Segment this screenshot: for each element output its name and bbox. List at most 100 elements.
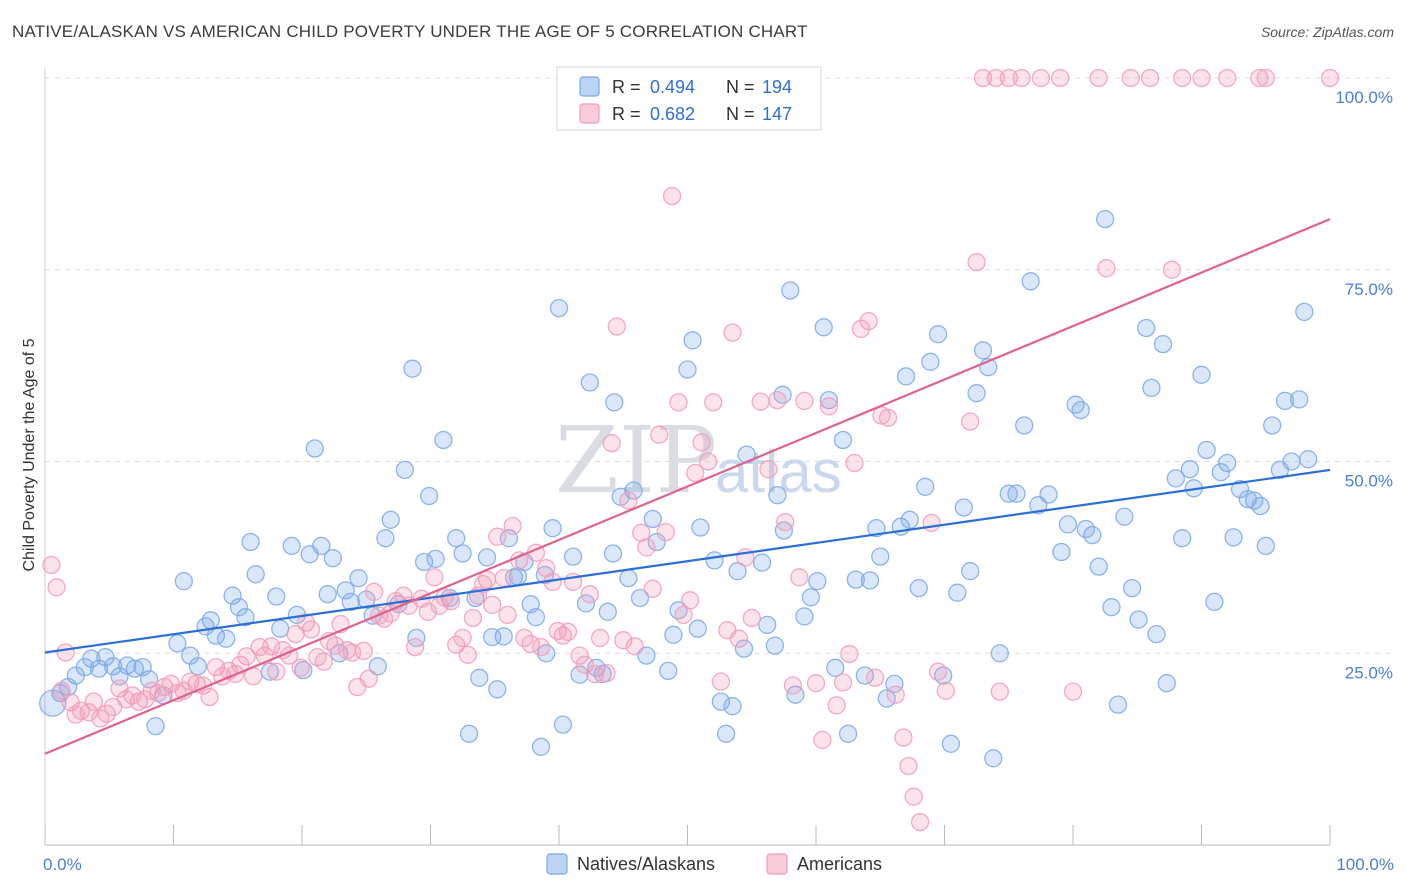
data-point [563,547,583,566]
data-point [82,649,101,668]
bottom-legend: Natives/Alaskans Americans [546,853,882,875]
data-point [806,674,826,693]
legend-n-value-blue: 194 [762,77,792,97]
source-label: Source: ZipAtlas.com [1260,24,1394,40]
data-point [521,634,540,654]
data-point [498,605,517,625]
data-point [921,352,940,371]
data-point [1063,682,1083,701]
data-point [56,643,75,662]
data-point [1197,440,1216,460]
data-point [833,430,853,450]
data-point [1256,68,1275,88]
data-point [1012,68,1031,88]
chart-title: NATIVE/ALASKAN VS AMERICAN CHILD POVERTY… [12,22,808,41]
data-point [734,639,754,658]
data-point [758,615,777,635]
data-point [768,486,787,505]
data-point [453,628,472,648]
data-point [865,668,885,687]
data-point [223,586,242,605]
data-point [1140,68,1160,88]
data-point [405,637,425,657]
data-point [237,647,256,666]
data-point [737,445,756,464]
data-point [637,538,656,557]
data-point [1256,536,1275,556]
data-point [146,716,165,736]
data-point [314,652,333,671]
data-point [603,544,623,563]
axes [44,68,1331,846]
series-natives-points [39,209,1318,768]
data-point [1066,395,1085,414]
data-point [1083,525,1102,545]
data-point [1211,463,1230,482]
data-point [742,608,761,628]
data-point [781,281,800,300]
data-point [826,658,845,677]
data-point [543,519,562,538]
data-point [656,522,675,542]
data-point [948,583,967,602]
data-point [664,625,683,644]
data-point [466,588,485,608]
data-point [886,685,905,704]
data-point [954,498,973,517]
data-point [859,311,878,331]
data-point [1157,674,1176,693]
data-point [477,548,497,567]
data-point [1122,578,1142,598]
data-point [354,641,373,661]
data-point [871,547,890,566]
data-point [381,510,400,529]
data-point [840,644,859,664]
data-point [570,665,589,684]
data-point [103,657,123,676]
data-point [986,68,1006,88]
data-point [607,317,626,336]
data-point [1089,68,1108,88]
data-point [1282,452,1301,471]
data-point [1251,496,1270,516]
data-point [751,392,770,411]
data-point [768,390,787,410]
data-point [96,647,115,667]
data-point [580,585,599,604]
data-point [359,669,378,688]
data-point [1095,209,1115,229]
data-point [1108,695,1128,714]
data-point [896,367,916,386]
data-point [678,360,697,379]
data-point [984,749,1003,768]
data-point [549,298,569,318]
data-point [614,631,633,650]
data-point [928,325,948,344]
data-point [936,681,955,700]
data-point [1051,68,1070,88]
data-point [1153,334,1173,354]
data-point [168,634,187,653]
data-point [262,637,281,656]
data-point [624,481,643,500]
data-point [1021,272,1040,291]
data-point [860,571,880,590]
x-tick-label-max: 100.0% [1336,855,1394,874]
data-point [691,518,710,537]
data-point [999,68,1018,88]
data-point [878,408,898,427]
legend-r-value-pink: 0.682 [650,104,695,124]
data-point [426,549,445,569]
data-point [470,668,489,687]
data-point [318,585,337,604]
data-point [698,452,718,471]
data-point [1218,453,1237,473]
data-point [916,477,935,496]
data-point [590,628,610,648]
data-point [1173,68,1192,88]
data-point [1166,469,1185,488]
data-point [1263,416,1282,435]
data-point [553,715,573,734]
bottom-legend-natives: Natives/Alaskans [577,854,715,874]
